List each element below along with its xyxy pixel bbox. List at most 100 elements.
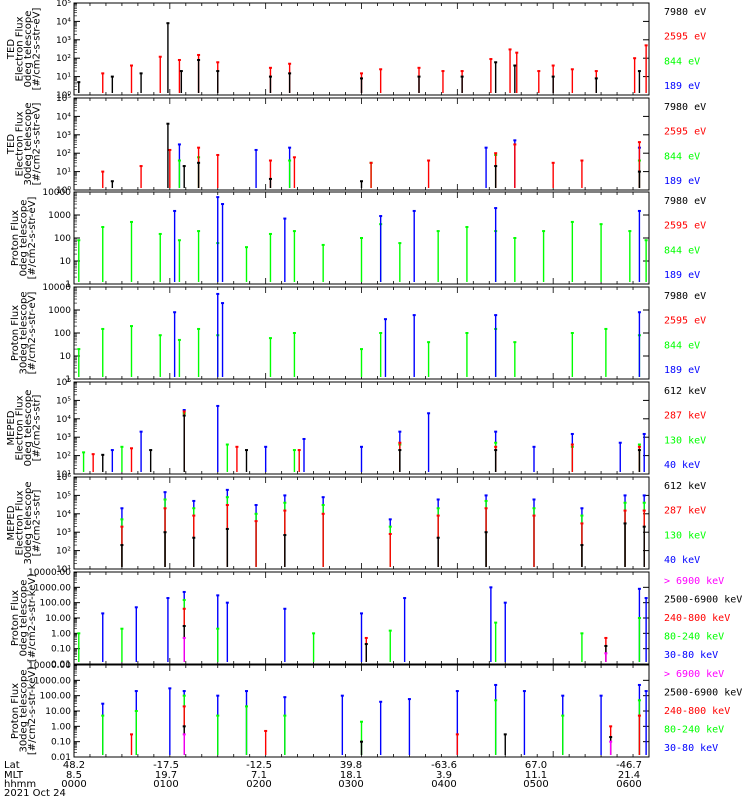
data-marker [166, 122, 170, 125]
data-marker [321, 243, 325, 246]
y-axis-label: [#/cm2-s-str-eV] [32, 103, 43, 186]
y-axis-label: Electron Flux [15, 111, 26, 176]
data-marker [494, 314, 498, 317]
data-marker [163, 491, 167, 494]
y-axis-label: 0deg telescope [19, 200, 30, 277]
plot-frame [73, 476, 650, 570]
y-tick-label: 0.10 [51, 645, 71, 655]
data-marker [292, 332, 296, 334]
data-marker [642, 501, 646, 504]
y-tick-label: 100 [54, 234, 71, 244]
lat-value: -46.7 [616, 760, 642, 771]
row-label-lat: Lat [4, 760, 20, 771]
data-marker [515, 51, 519, 54]
y-axis-label: 0deg telescope [19, 580, 30, 657]
legend-entry: 612 keV [664, 481, 706, 492]
data-marker [623, 501, 627, 504]
data-marker [77, 348, 81, 351]
data-marker [177, 143, 181, 146]
lat-value: 48.2 [62, 760, 86, 771]
data-marker [489, 58, 493, 61]
data-marker [484, 531, 488, 534]
plot-frame [73, 97, 650, 191]
legend-entry: 287 keV [664, 411, 706, 422]
data-marker [216, 153, 220, 156]
data-marker [120, 518, 124, 521]
data-marker [177, 338, 181, 341]
y-tick-label: 100.00 [40, 599, 72, 609]
y-axis-label: 0deg telescope [23, 390, 34, 467]
data-marker [288, 72, 292, 75]
data-marker [494, 683, 498, 686]
data-marker [644, 44, 648, 47]
data-marker [609, 725, 613, 728]
mlt-value: 18.1 [339, 770, 363, 781]
data-marker [101, 170, 105, 173]
data-marker [360, 740, 363, 743]
data-marker [101, 453, 105, 456]
y-axis-label: [#/cm2-s-str-eV] [27, 292, 38, 375]
data-marker [197, 161, 201, 164]
legend-entry: 2595 eV [664, 221, 706, 232]
data-marker [494, 445, 498, 448]
data-marker [570, 432, 574, 435]
hhmm-value: 0300 [338, 779, 364, 790]
mlt-value: 7.1 [251, 770, 267, 781]
data-marker [216, 61, 220, 64]
y-tick-label: 10000.00 [28, 568, 71, 578]
data-marker [302, 437, 306, 440]
data-marker [177, 239, 181, 242]
data-marker [225, 488, 229, 491]
data-marker [637, 170, 641, 173]
data-marker [465, 332, 469, 334]
data-marker [283, 494, 287, 497]
y-tick-label: 1000.00 [34, 676, 71, 686]
data-marker [460, 75, 464, 78]
data-marker [604, 636, 608, 639]
legend-entry: 2595 eV [664, 127, 706, 138]
data-marker [120, 544, 124, 547]
y-tick-label: 10² [56, 452, 71, 462]
y-tick-label: 10⁵ [56, 396, 71, 406]
data-marker [484, 494, 488, 497]
data-marker [283, 501, 287, 504]
data-marker [513, 139, 517, 142]
data-marker [484, 507, 488, 510]
data-marker [139, 430, 143, 433]
data-marker [321, 496, 325, 499]
data-marker [364, 643, 368, 646]
data-marker [609, 740, 613, 743]
legend-entry: 844 eV [664, 151, 700, 162]
data-marker [407, 698, 411, 701]
data-marker [268, 337, 272, 340]
data-marker [388, 518, 392, 521]
data-marker [494, 207, 498, 210]
data-marker [225, 601, 229, 604]
data-marker [173, 311, 177, 314]
hhmm-value: 0500 [523, 779, 549, 790]
data-marker [604, 644, 608, 647]
data-marker [292, 156, 296, 159]
data-marker [412, 209, 416, 212]
data-marker [513, 143, 517, 146]
data-marker [264, 445, 268, 448]
data-marker [441, 70, 445, 73]
y-tick-label: 1 [65, 280, 71, 290]
data-marker [130, 64, 133, 67]
data-marker [312, 632, 316, 635]
y-axis-label: MEPED [6, 410, 17, 445]
data-marker [388, 629, 392, 632]
panel-7: 0.01 0.10 1.00 10.00 100.00 1000.00 10000.00 Pr… [10, 568, 742, 670]
data-marker [508, 48, 512, 51]
data-marker [268, 177, 272, 180]
data-marker [216, 714, 220, 717]
y-tick-label: 10.00 [45, 707, 71, 717]
y-tick-label: 10³ [56, 433, 71, 443]
data-marker [379, 332, 383, 334]
y-tick-label: 1000.00 [34, 583, 71, 593]
data-marker [283, 217, 287, 220]
data-marker [158, 334, 162, 337]
data-marker [494, 152, 498, 155]
data-marker [179, 70, 183, 73]
